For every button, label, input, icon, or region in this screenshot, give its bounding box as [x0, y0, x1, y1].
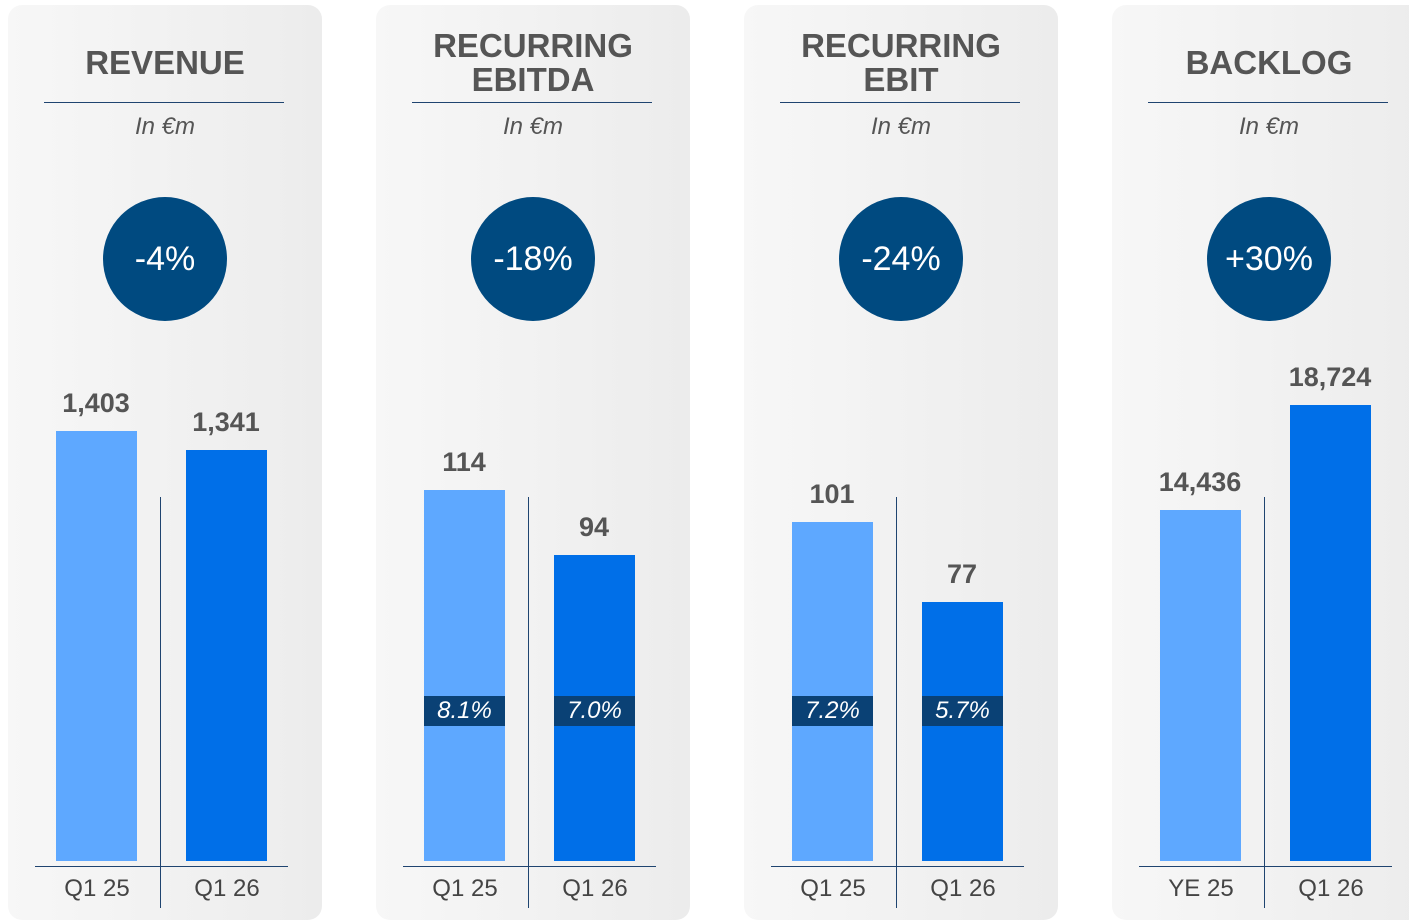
x-tick-label: Q1 25 — [64, 875, 130, 902]
x-tick-label: Q1 25 — [800, 875, 866, 902]
value-label: 94 — [578, 511, 610, 542]
divider — [1264, 497, 1265, 908]
margin-label: 8.1% — [424, 696, 505, 726]
value-label: 1,341 — [192, 407, 260, 438]
divider — [896, 497, 897, 908]
divider — [528, 497, 529, 908]
change-badge: -18% — [471, 197, 595, 321]
baseline — [35, 866, 288, 867]
x-tick-label: Q1 25 — [432, 875, 498, 902]
chart-panel: BACKLOG In €m +30% 14,436 YE 25 18,724 Q1 26 — [1112, 5, 1409, 920]
baseline — [1139, 866, 1392, 867]
value-label: 101 — [809, 478, 855, 509]
margin-label: 7.0% — [554, 696, 635, 726]
bar — [56, 431, 137, 861]
value-label: 14,436 — [1158, 466, 1242, 497]
value-label: 114 — [442, 446, 486, 477]
title-rule — [44, 102, 284, 103]
title-rule — [412, 102, 652, 103]
chart-panel: REVENUE In €m -4% 1,403 Q1 25 1,341 Q1 26 — [8, 5, 322, 920]
subtitle: In €m — [870, 113, 932, 140]
bar — [1290, 405, 1371, 861]
margin-label: 5.7% — [922, 696, 1003, 726]
chart-title: BACKLOG — [1185, 44, 1353, 81]
margin-label: 7.2% — [792, 696, 873, 726]
divider — [160, 497, 161, 908]
subtitle: In €m — [502, 113, 564, 140]
subtitle: In €m — [1238, 113, 1300, 140]
baseline — [771, 866, 1024, 867]
value-label: 77 — [946, 559, 978, 590]
subtitle: In €m — [134, 113, 196, 140]
x-tick-label: Q1 26 — [562, 875, 628, 902]
chart-title: RECURRING EBITDA — [433, 27, 633, 98]
bar — [1160, 509, 1241, 861]
change-badge: +30% — [1207, 197, 1331, 321]
bar — [424, 489, 505, 861]
value-label: 1,403 — [62, 388, 130, 419]
chart-title: REVENUE — [85, 44, 245, 81]
value-label: 18,724 — [1288, 362, 1372, 393]
baseline — [403, 866, 656, 867]
chart-title: RECURRING EBIT — [801, 27, 1001, 98]
chart-panel: RECURRING EBITDA In €m -18% 114 8.1% Q1 25 94 7… — [376, 5, 690, 920]
x-tick-label: YE 25 — [1168, 875, 1234, 902]
bar — [922, 602, 1003, 861]
x-tick-label: Q1 26 — [930, 875, 996, 902]
x-tick-label: Q1 26 — [1298, 875, 1364, 902]
chart-panel: RECURRING EBIT In €m -24% 101 7.2% Q1 25 77 5.7… — [744, 5, 1058, 920]
bar — [792, 521, 873, 861]
change-badge: -24% — [839, 197, 963, 321]
change-badge: -4% — [103, 197, 227, 321]
x-tick-label: Q1 26 — [194, 875, 260, 902]
title-rule — [1148, 102, 1388, 103]
title-rule — [780, 102, 1020, 103]
bar — [186, 450, 267, 861]
